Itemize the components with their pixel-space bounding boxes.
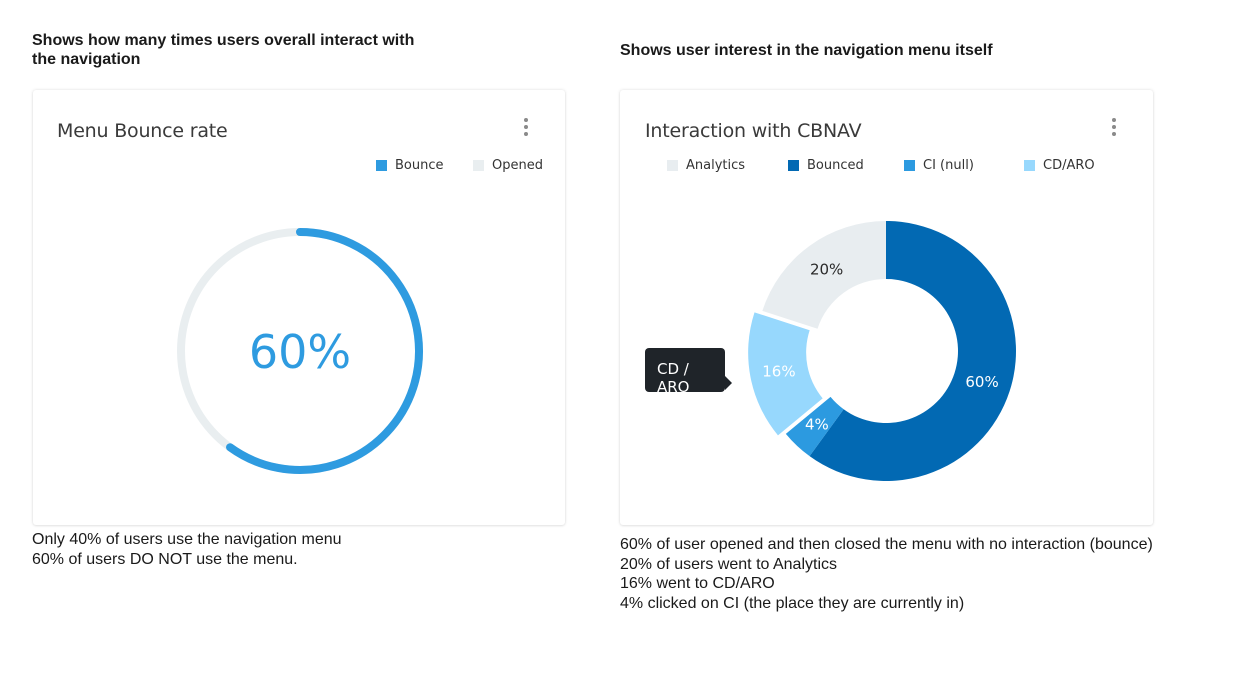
gauge-center-label: 60% xyxy=(249,325,351,379)
card-title: Menu Bounce rate xyxy=(57,120,228,142)
description-line: 60% of users DO NOT use the menu. xyxy=(32,550,298,568)
legend-item-cd-aro[interactable]: CD/ARO xyxy=(1024,158,1095,173)
interaction-cbnav-card: Interaction with CBNAV Analytics Bounced C… xyxy=(620,90,1153,525)
left-heading-line-2: the navigation xyxy=(32,51,141,68)
description-line: 16% went to CD/ARO xyxy=(620,575,775,592)
right-section-heading: Shows user interest in the navigation me… xyxy=(620,42,993,59)
donut-slice-bounced[interactable] xyxy=(809,221,1016,482)
donut-label-analytics: 20% xyxy=(810,260,843,278)
legend-item-analytics[interactable]: Analytics xyxy=(667,158,745,173)
legend-swatch xyxy=(473,160,484,171)
legend-swatch xyxy=(667,160,678,171)
legend-swatch xyxy=(788,160,799,171)
legend-item-opened[interactable]: Opened xyxy=(473,158,543,173)
left-heading-line-1: Shows how many times users overall inter… xyxy=(32,32,415,49)
legend-swatch xyxy=(1024,160,1035,171)
donut-label-cd-aro: 16% xyxy=(762,362,795,380)
kebab-menu-icon[interactable] xyxy=(521,118,531,138)
donut-label-bounced: 60% xyxy=(965,373,998,391)
legend-label: Analytics xyxy=(686,158,746,173)
kebab-menu-icon[interactable] xyxy=(1109,118,1119,138)
card-title: Interaction with CBNAV xyxy=(645,120,862,142)
legend-item-ci-null[interactable]: CI (null) xyxy=(904,158,974,173)
chart-tooltip: CD / ARO xyxy=(645,348,732,396)
description-line: 60% of user opened and then closed the m… xyxy=(620,536,1153,553)
legend-swatch xyxy=(904,160,915,171)
description-line: Only 40% of users use the navigation men… xyxy=(32,531,342,548)
legend-item-bounced[interactable]: Bounced xyxy=(788,158,864,173)
left-description: Only 40% of users use the navigation men… xyxy=(32,530,342,569)
bounce-gauge-chart: 60% xyxy=(177,228,423,474)
legend-label: CD/ARO xyxy=(1043,158,1095,173)
description-line: 4% clicked on CI (the place they are cur… xyxy=(620,594,965,612)
interaction-donut-chart: 60% 4% 16% 20% xyxy=(748,221,1016,482)
legend-label: Bounce xyxy=(395,158,444,173)
legend-label: CI (null) xyxy=(923,158,974,173)
donut-slice-ci-null[interactable] xyxy=(785,396,844,457)
donut-label-ci-null: 4% xyxy=(805,416,829,434)
donut-slice-analytics[interactable] xyxy=(762,221,886,329)
legend-label: Bounced xyxy=(807,158,864,173)
donut-slice-cd-aro[interactable] xyxy=(748,312,823,436)
legend-swatch xyxy=(376,160,387,171)
legend-label: Opened xyxy=(492,158,543,173)
right-description: 60% of user opened and then closed the m… xyxy=(620,535,1153,613)
gauge-arc-bounce[interactable] xyxy=(226,228,423,474)
menu-bounce-rate-card: Menu Bounce rate Bounce Opened 60% xyxy=(33,90,565,525)
description-line: 20% of users went to Analytics xyxy=(620,555,837,573)
legend-item-bounce[interactable]: Bounce xyxy=(376,158,444,173)
left-section-heading: Shows how many times users overall inter… xyxy=(32,31,414,69)
